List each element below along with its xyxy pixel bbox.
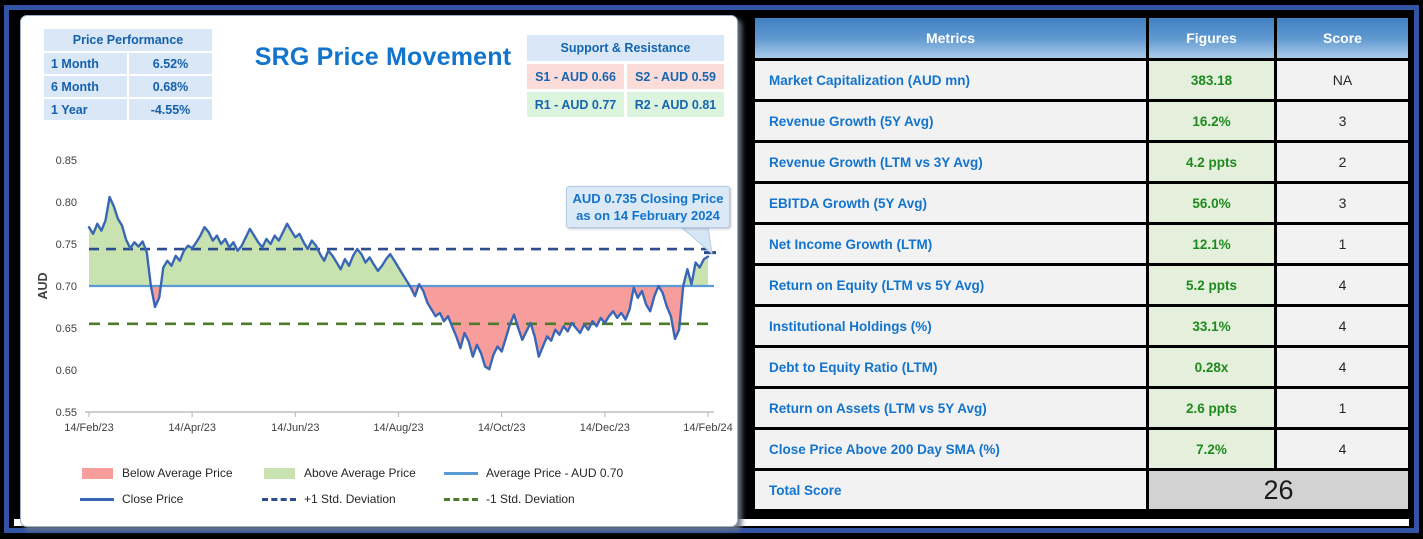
column-header-figures: Figures bbox=[1149, 18, 1274, 58]
metrics-score-table: Metrics Figures Score Market Capitalization… bbox=[755, 18, 1408, 509]
price-movement-chart: 14/Feb/23 14/Apr/23 14/Jun/23 14/Aug/23 14/O… bbox=[36, 155, 733, 434]
price-chart-panel: Price Performance 1 Month 6.52% 6 Month … bbox=[20, 15, 738, 527]
metric-score-cell: 1 bbox=[1277, 389, 1408, 427]
legend-item: Below Average Price bbox=[79, 460, 261, 486]
metric-name-cell: Institutional Holdings (%) bbox=[755, 307, 1146, 345]
metric-figure-cell: 383.18 bbox=[1149, 61, 1274, 99]
metric-score-cell: 4 bbox=[1277, 307, 1408, 345]
y-tick-label: 0.65 bbox=[56, 323, 77, 335]
metric-name-cell: Revenue Growth (5Y Avg) bbox=[755, 102, 1146, 140]
metric-figure-cell: 2.6 ppts bbox=[1149, 389, 1274, 427]
metric-name-cell: Debt to Equity Ratio (LTM) bbox=[755, 348, 1146, 386]
legend-label: +1 Std. Deviation bbox=[304, 492, 396, 506]
support-resistance-table: Support & Resistance S1 - AUD 0.66 S2 - … bbox=[527, 35, 725, 117]
legend-swatch-dash-icon bbox=[261, 497, 297, 501]
pp-row-value: 0.68% bbox=[129, 76, 212, 97]
legend-row: Below Average Price Above Average Price Av… bbox=[79, 460, 719, 486]
total-score-value: 26 bbox=[1149, 471, 1408, 509]
pp-row-value: 6.52% bbox=[129, 53, 212, 74]
metric-score-cell: 4 bbox=[1277, 266, 1408, 304]
x-tick-label: 14/Oct/23 bbox=[478, 422, 526, 434]
legend-swatch-dash-icon bbox=[443, 497, 479, 501]
metric-figure-cell: 56.0% bbox=[1149, 184, 1274, 222]
metric-score-cell: 1 bbox=[1277, 225, 1408, 263]
legend-label: Average Price - AUD 0.70 bbox=[486, 466, 624, 480]
closing-price-callout: AUD 0.735 Closing Price as on 14 Februar… bbox=[566, 186, 730, 229]
column-header-metrics: Metrics bbox=[755, 18, 1146, 58]
below-average-fill bbox=[89, 286, 708, 370]
legend-swatch-line-icon bbox=[79, 497, 115, 501]
metric-name-cell: Net Income Growth (LTM) bbox=[755, 225, 1146, 263]
legend-row: Close Price +1 Std. Deviation -1 Std. Devi… bbox=[79, 486, 719, 512]
resistance-level-r2: R2 - AUD 0.81 bbox=[627, 92, 724, 117]
column-header-score: Score bbox=[1277, 18, 1408, 58]
x-tick-label: 14/Dec/23 bbox=[580, 422, 630, 434]
metric-name-cell: Return on Assets (LTM vs 5Y Avg) bbox=[755, 389, 1146, 427]
y-axis-title: AUD bbox=[36, 272, 50, 299]
resistance-level-r1: R1 - AUD 0.77 bbox=[527, 92, 624, 117]
above-average-fill bbox=[89, 197, 708, 286]
metric-name-cell: EBITDA Growth (5Y Avg) bbox=[755, 184, 1146, 222]
metric-figure-cell: 4.2 ppts bbox=[1149, 143, 1274, 181]
legend-item: +1 Std. Deviation bbox=[261, 486, 443, 512]
x-tick-label: 14/Aug/23 bbox=[373, 422, 423, 434]
x-tick-label: 14/Jun/23 bbox=[271, 422, 319, 434]
pp-row-label: 1 Year bbox=[44, 99, 127, 120]
legend-item: Above Average Price bbox=[261, 460, 443, 486]
close-price-line bbox=[87, 195, 710, 371]
metric-figure-cell: 7.2% bbox=[1149, 430, 1274, 468]
legend-swatch-line-icon bbox=[443, 471, 479, 475]
metric-score-cell: 3 bbox=[1277, 102, 1408, 140]
y-tick-label: 0.70 bbox=[56, 281, 77, 293]
support-level-s2: S2 - AUD 0.59 bbox=[627, 64, 724, 89]
legend-swatch-area-icon bbox=[79, 467, 115, 479]
callout-line2: as on 14 February 2024 bbox=[576, 208, 720, 224]
metric-name-cell: Close Price Above 200 Day SMA (%) bbox=[755, 430, 1146, 468]
metric-score-cell: NA bbox=[1277, 61, 1408, 99]
pp-row-value: -4.55% bbox=[129, 99, 212, 120]
y-tick-label: 0.85 bbox=[56, 155, 77, 167]
total-score-label: Total Score bbox=[755, 471, 1146, 509]
metric-name-cell: Return on Equity (LTM vs 5Y Avg) bbox=[755, 266, 1146, 304]
metric-score-cell: 4 bbox=[1277, 430, 1408, 468]
callout-line1: AUD 0.735 Closing Price bbox=[572, 191, 724, 206]
legend-item: Average Price - AUD 0.70 bbox=[443, 460, 703, 486]
support-resistance-header: Support & Resistance bbox=[527, 35, 724, 61]
metric-score-cell: 3 bbox=[1277, 184, 1408, 222]
y-tick-label: 0.75 bbox=[56, 239, 77, 251]
chart-title: SRG Price Movement bbox=[254, 43, 512, 71]
support-level-s1: S1 - AUD 0.66 bbox=[527, 64, 624, 89]
metric-score-cell: 2 bbox=[1277, 143, 1408, 181]
x-tick-label: 14/Apr/23 bbox=[168, 422, 216, 434]
pp-row-label: 1 Month bbox=[44, 53, 127, 74]
metric-name-cell: Market Capitalization (AUD mn) bbox=[755, 61, 1146, 99]
metric-figure-cell: 5.2 ppts bbox=[1149, 266, 1274, 304]
metric-figure-cell: 12.1% bbox=[1149, 225, 1274, 263]
metric-name-cell: Revenue Growth (LTM vs 3Y Avg) bbox=[755, 143, 1146, 181]
metric-score-cell: 4 bbox=[1277, 348, 1408, 386]
metric-figure-cell: 16.2% bbox=[1149, 102, 1274, 140]
legend-label: Below Average Price bbox=[122, 466, 233, 480]
y-tick-label: 0.80 bbox=[56, 197, 77, 209]
legend-item: -1 Std. Deviation bbox=[443, 486, 703, 512]
metric-figure-cell: 0.28x bbox=[1149, 348, 1274, 386]
legend-label: Above Average Price bbox=[304, 466, 416, 480]
price-performance-table: Price Performance 1 Month 6.52% 6 Month … bbox=[44, 29, 212, 120]
y-tick-label: 0.60 bbox=[56, 365, 77, 377]
pp-row-label: 6 Month bbox=[44, 76, 127, 97]
y-tick-label: 0.55 bbox=[56, 407, 77, 419]
chart-legend: Below Average Price Above Average Price Av… bbox=[79, 460, 719, 512]
legend-label: Close Price bbox=[122, 492, 184, 506]
legend-label: -1 Std. Deviation bbox=[486, 492, 575, 506]
legend-item: Close Price bbox=[79, 486, 261, 512]
x-tick-label: 14/Feb/23 bbox=[64, 422, 114, 434]
price-performance-header: Price Performance bbox=[44, 29, 212, 51]
x-tick-label: 14/Feb/24 bbox=[683, 422, 733, 434]
metric-figure-cell: 33.1% bbox=[1149, 307, 1274, 345]
legend-swatch-area-icon bbox=[261, 467, 297, 479]
